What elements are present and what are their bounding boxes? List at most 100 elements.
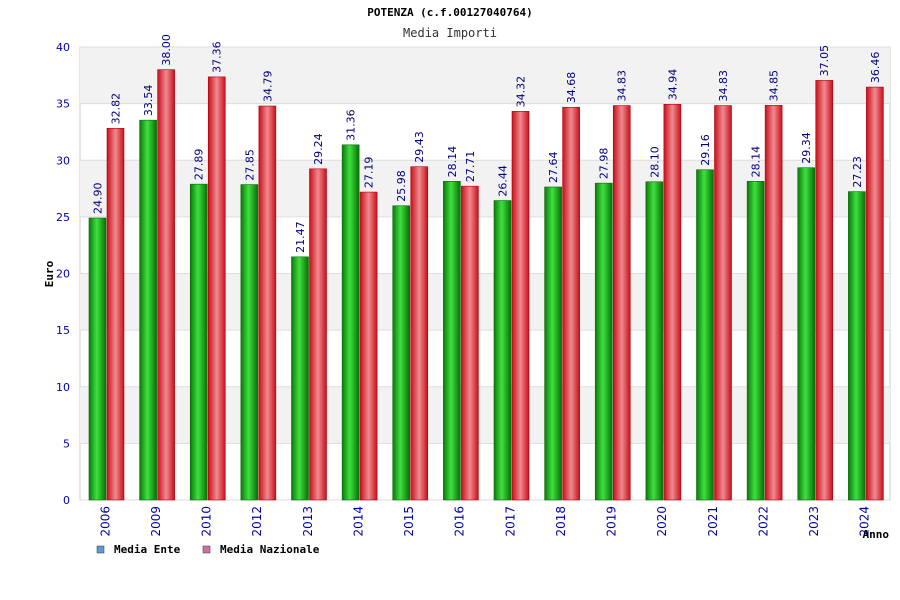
y-tick-label: 35 [56,98,70,111]
bar-value-label: 29.16 [699,134,712,166]
x-tick-label: 2018 [554,506,568,537]
bar-value-label: 37.36 [211,41,224,73]
bar-value-label: 29.34 [800,132,813,164]
bar-media-ente [443,181,461,501]
bar-media-nazionale [207,76,226,501]
bar-value-label: 27.89 [193,149,206,181]
bar-media-ente [696,169,714,501]
bar-value-label: 34.83 [616,70,629,102]
bar-value-label: 34.79 [261,71,274,103]
bar-value-label: 27.71 [464,151,477,183]
bar-value-label: 24.90 [92,183,105,215]
bar-media-nazionale [410,166,429,501]
bar-media-ente [88,217,107,501]
bar-media-nazionale [562,106,580,501]
bar-value-label: 33.54 [142,85,155,117]
bar-media-ente [341,144,360,501]
x-tick-label: 2014 [351,506,365,537]
bar-value-label: 27.64 [547,151,560,183]
chart-title: POTENZA (c.f.00127040764) [367,6,533,19]
y-tick-label: 10 [56,381,70,394]
bar-media-nazionale [309,168,327,501]
x-tick-label: 2019 [605,506,619,537]
bar-media-ente [240,184,259,501]
bar-value-label: 31.36 [345,109,358,141]
y-tick-label: 15 [56,324,70,337]
bar-media-nazionale [815,80,834,501]
bar-media-ente [797,167,816,501]
bar-value-label: 25.98 [395,170,408,202]
bar-value-label: 34.83 [717,70,730,102]
bar-media-ente [746,181,765,501]
x-tick-label: 2012 [250,506,264,537]
bar-value-label: 21.47 [294,221,307,253]
x-tick-label: 2006 [98,506,112,537]
y-tick-label: 25 [56,211,70,224]
bar-value-label: 34.68 [565,72,578,104]
x-tick-label: 2013 [301,506,315,537]
bar-value-label: 37.05 [818,45,831,77]
y-axis-ticks: 0 5 10 15 20 25 30 35 40 [56,41,70,507]
bar-media-nazionale [663,104,682,501]
bar-value-label: 27.85 [243,149,256,181]
bar-media-ente [139,119,157,501]
bar-media-nazionale [612,105,631,501]
bar-value-label: 34.32 [515,76,528,108]
chart-subtitle: Media Importi [403,26,497,40]
y-tick-label: 5 [63,437,70,450]
bar-media-nazionale [714,105,732,501]
legend-swatch-ente [96,545,105,554]
x-tick-label: 2024 [858,506,872,537]
bar-value-label: 27.23 [851,156,864,188]
legend-label-ente: Media Ente [114,543,181,556]
bar-value-label: 27.19 [363,157,376,189]
bar-media-ente [645,181,664,501]
bar-value-label: 26.44 [497,165,510,197]
x-tick-label: 2022 [756,506,770,537]
y-tick-label: 0 [63,494,70,507]
bar-media-nazionale [764,105,783,501]
bar-value-label: 34.85 [768,70,781,102]
bars [88,69,884,501]
bar-media-ente [392,205,411,501]
bar-value-label: 29.24 [312,133,325,165]
x-tick-label: 2020 [655,506,669,537]
y-axis-label: Euro [43,260,56,287]
bar-media-ente [848,191,866,501]
bar-media-nazionale [359,191,378,501]
bar-media-nazionale [157,69,175,501]
bar-value-label: 32.82 [110,93,123,125]
bar-media-ente [493,200,512,501]
x-tick-label: 2016 [453,506,467,537]
bar-media-nazionale [866,86,884,501]
bar-media-nazionale [461,185,479,501]
legend: Media Ente Media Nazionale [96,543,320,556]
x-tick-label: 2023 [807,506,821,537]
bar-value-label: 36.46 [869,52,882,84]
bar-value-label: 28.14 [750,146,763,178]
bar-media-nazionale [511,111,530,501]
bar-media-ente [291,256,309,501]
x-tick-label: 2010 [200,506,214,537]
bar-media-ente [544,186,562,501]
bar-value-label: 38.00 [160,34,173,66]
x-axis-label: Anno [863,528,890,541]
y-tick-label: 40 [56,41,70,54]
bar-media-ente [594,182,613,501]
x-tick-label: 2017 [503,506,517,537]
y-tick-label: 30 [56,154,70,167]
bar-value-label: 28.10 [648,146,661,178]
bar-value-label: 27.98 [598,148,611,180]
x-tick-label: 2015 [402,506,416,537]
bar-value-label: 28.14 [446,146,459,178]
legend-label-nazionale: Media Nazionale [220,543,320,556]
bar-media-ente [189,183,208,501]
bar-value-label: 29.43 [413,131,426,163]
legend-swatch-nazionale [202,545,211,554]
bar-value-label: 34.94 [666,69,679,101]
bar-media-nazionale [106,128,125,501]
x-tick-label: 2021 [706,506,720,537]
bar-labels: 24.90 32.82 33.54 38.00 27.89 37.36 27.85 34.79… [92,34,882,253]
bar-media-nazionale [258,105,277,501]
